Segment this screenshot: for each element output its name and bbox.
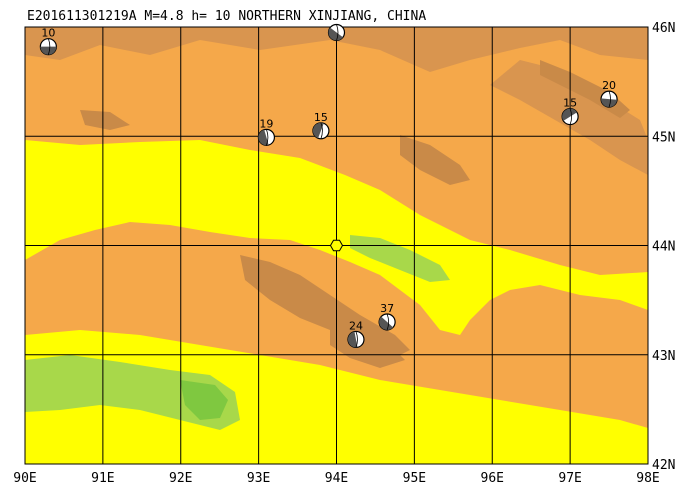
terrain-basin-east bbox=[350, 235, 450, 282]
event-depth-label: 37 bbox=[380, 302, 394, 315]
focal-mechanism-beachball[interactable] bbox=[378, 313, 396, 331]
epicenter-marker bbox=[329, 239, 344, 252]
ridge-northwest bbox=[80, 110, 130, 130]
latitude-label: 44N bbox=[652, 240, 675, 255]
focal-mechanism-beachball[interactable] bbox=[327, 23, 346, 42]
latitude-label: 43N bbox=[652, 349, 675, 364]
map-title: E201611301219A M=4.8 h= 10 NORTHERN XINJ… bbox=[27, 9, 426, 24]
event-depth-label: 15 bbox=[314, 111, 328, 124]
event-depth-label: 10 bbox=[41, 27, 55, 40]
terrain-basin-dark bbox=[180, 380, 228, 420]
longitude-label: 98E bbox=[636, 471, 659, 486]
longitude-label: 96E bbox=[481, 471, 504, 486]
event-depth-label: 19 bbox=[259, 117, 273, 130]
longitude-label: 95E bbox=[403, 471, 426, 486]
latitude-labels: 42N 43N 44N 45N 46N bbox=[652, 21, 675, 473]
longitude-label: 91E bbox=[91, 471, 114, 486]
longitude-label: 97E bbox=[558, 471, 581, 486]
map-area bbox=[25, 27, 648, 464]
event-markers: 10 19 15 15 20 37 24 bbox=[39, 23, 618, 349]
longitude-labels: 90E 91E 92E 93E 94E 95E 96E 97E 98E bbox=[13, 471, 659, 486]
longitude-label: 90E bbox=[13, 471, 36, 486]
event-depth-label: 24 bbox=[349, 319, 363, 332]
longitude-label: 94E bbox=[325, 471, 348, 486]
ridge-central bbox=[400, 135, 470, 185]
terrain-basin bbox=[25, 355, 240, 430]
focal-mechanism-beachball[interactable] bbox=[600, 90, 618, 108]
focal-mechanism-beachball[interactable] bbox=[312, 122, 330, 140]
latitude-label: 45N bbox=[652, 130, 675, 145]
epicenter-hexagon[interactable] bbox=[329, 239, 344, 252]
event-depth-label: 20 bbox=[602, 79, 616, 92]
focal-mechanism-beachball[interactable] bbox=[257, 128, 276, 146]
event-depth-label: 15 bbox=[563, 97, 577, 110]
latitude-label: 42N bbox=[652, 458, 675, 473]
longitude-label: 92E bbox=[169, 471, 192, 486]
focal-mechanism-beachball[interactable] bbox=[39, 38, 57, 56]
focal-mechanism-beachball[interactable] bbox=[561, 107, 579, 126]
focal-mechanism-beachball[interactable] bbox=[347, 330, 365, 349]
latitude-label: 46N bbox=[652, 21, 675, 36]
longitude-label: 93E bbox=[247, 471, 270, 486]
